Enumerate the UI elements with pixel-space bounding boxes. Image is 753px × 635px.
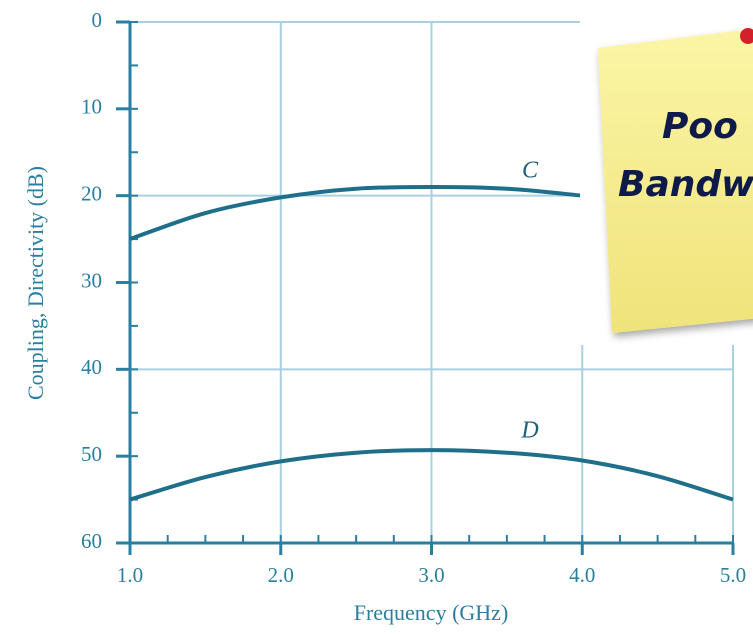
- x-tick-label: 2.0: [268, 563, 294, 587]
- x-tick-label: 5.0: [720, 563, 746, 587]
- note-line: Poo: [662, 106, 738, 147]
- note-line: Bandw: [618, 164, 753, 205]
- y-tick-label: 30: [81, 268, 102, 292]
- sticky-note: Poo Bandw: [580, 0, 753, 345]
- x-tick-label: 3.0: [418, 563, 444, 587]
- chart: 0 10 20 30 40 50 60 1.0 2.0 3.0 4.0 5.0 C D Frequency…: [0, 0, 753, 635]
- y-axis-title: Coupling, Directivity (dB): [23, 166, 48, 400]
- x-tick-label: 4.0: [569, 563, 595, 587]
- y-tick-label: 40: [81, 355, 102, 379]
- legend-label: C: [522, 158, 539, 184]
- x-axis-title: Frequency (GHz): [354, 600, 509, 625]
- legend-label: D: [520, 418, 538, 444]
- y-tick-label: 60: [81, 529, 102, 553]
- y-tick-label: 0: [92, 8, 103, 32]
- y-tick-label: 50: [81, 442, 102, 466]
- x-tick-label: 1.0: [117, 563, 143, 587]
- y-tick-label: 20: [81, 181, 102, 205]
- page: 0 10 20 30 40 50 60 1.0 2.0 3.0 4.0 5.0 C D Frequency…: [0, 0, 753, 635]
- y-tick-label: 10: [81, 95, 102, 119]
